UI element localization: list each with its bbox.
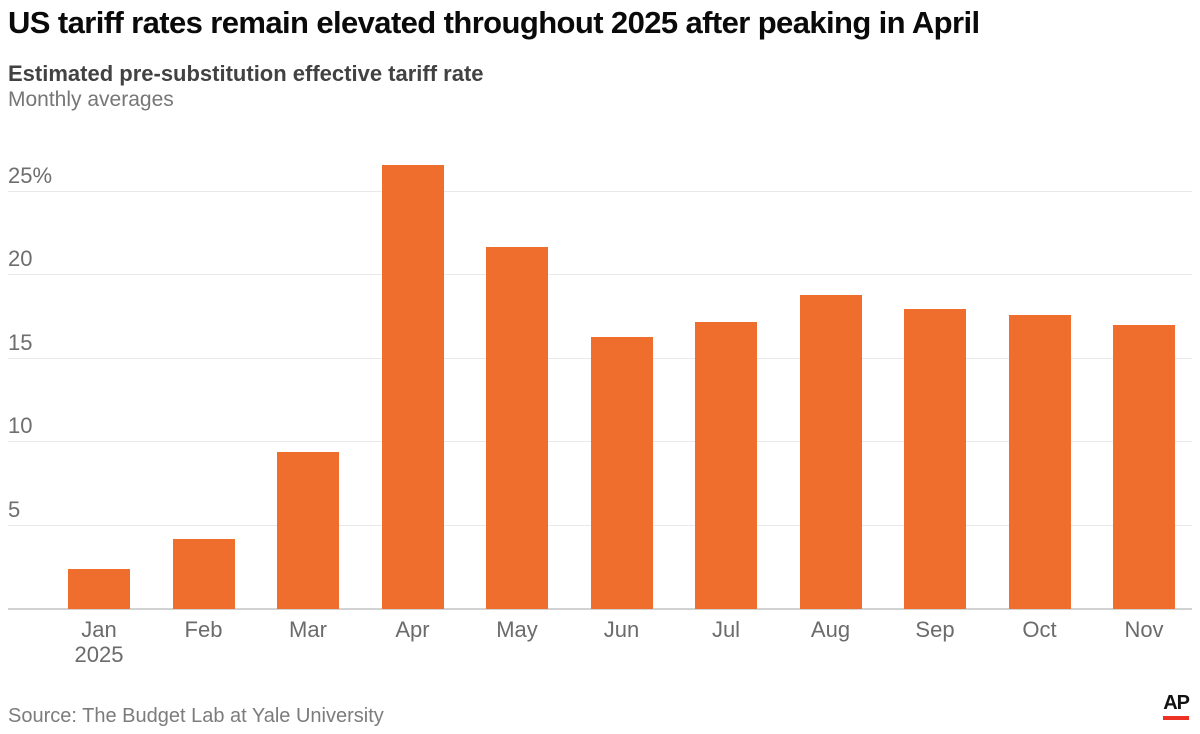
x-axis-label-jul: Jul (671, 617, 781, 642)
month-label: Jul (711, 617, 741, 642)
bar-apr (381, 165, 444, 609)
bar-feb (172, 538, 235, 609)
bar-nov (1113, 325, 1175, 609)
month-label: Jan (81, 617, 117, 642)
month-label: Nov (1124, 617, 1164, 642)
month-label: Oct (1022, 617, 1057, 642)
x-axis-label-feb: Feb (149, 617, 259, 642)
plot-area: 5 10 15 20 25% (8, 150, 1192, 610)
x-axis-label-aug: Aug (776, 617, 886, 642)
bar-jun (590, 336, 653, 609)
ap-logo-underline (1163, 716, 1189, 720)
year-label: 2025 (74, 642, 124, 667)
month-label: Aug (810, 617, 851, 642)
x-axis-labels: Jan 2025 Feb Mar Apr May Jun Jul Aug Sep Oct Nov (0, 617, 1200, 671)
y-axis-label-20: 20 (8, 246, 33, 272)
bar-jan (68, 568, 130, 609)
month-label: Feb (184, 617, 223, 642)
x-axis-label-mar: Mar (253, 617, 363, 642)
x-axis-label-jan: Jan 2025 (44, 617, 154, 667)
month-label: Jun (603, 617, 640, 642)
gridline-20 (8, 274, 1192, 276)
x-axis-label-nov: Nov (1089, 617, 1199, 642)
x-axis-line (8, 608, 1192, 610)
page-title: US tariff rates remain elevated througho… (8, 5, 980, 40)
gridline-25 (8, 190, 1192, 192)
bar-may (486, 246, 548, 609)
y-axis-label-5: 5 (8, 496, 21, 522)
chart-note: Monthly averages (8, 88, 174, 111)
chart-subtitle: Estimated pre-substitution effective tar… (8, 61, 484, 86)
bar-oct (1008, 315, 1071, 609)
x-axis-label-apr: Apr (358, 617, 468, 642)
month-label: May (496, 617, 538, 642)
month-label: Mar (289, 617, 327, 642)
source-credit: Source: The Budget Lab at Yale Universit… (8, 705, 384, 727)
ap-logo-text: AP (1163, 692, 1190, 714)
x-axis-label-sep: Sep (880, 617, 990, 642)
month-label: Sep (915, 617, 955, 642)
y-axis-label-15: 15 (8, 329, 33, 355)
bar-jul (695, 321, 757, 609)
y-axis-label-10: 10 (8, 413, 33, 439)
x-axis-label-jun: Jun (567, 617, 677, 642)
bar-mar (277, 452, 339, 609)
month-label: Apr (395, 617, 430, 642)
bar-sep (904, 308, 966, 609)
y-axis-label-25: 25% (8, 162, 53, 188)
x-axis-label-may: May (462, 617, 572, 642)
bar-aug (799, 295, 862, 609)
ap-logo: AP (1163, 692, 1190, 720)
x-axis-label-oct: Oct (985, 617, 1095, 642)
